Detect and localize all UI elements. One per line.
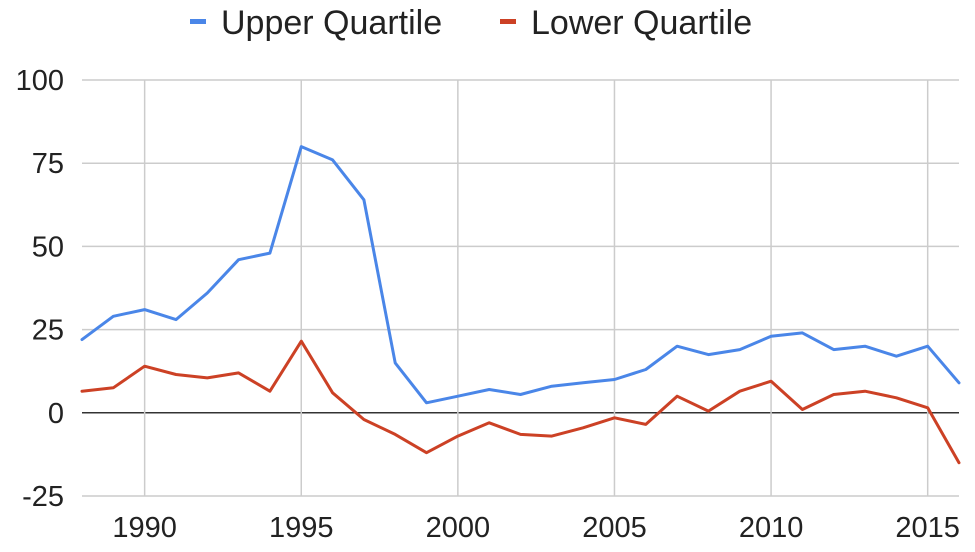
x-tick-label: 2015	[895, 512, 960, 544]
x-tick-label: 2000	[426, 512, 491, 544]
lower-quartile-line	[80, 339, 961, 465]
x-tick-label: 2010	[739, 512, 804, 544]
y-tick-label: -25	[22, 481, 64, 513]
legend-swatch	[500, 19, 516, 24]
y-tick-label: 50	[32, 231, 64, 263]
lower-quartile-series	[80, 339, 961, 465]
legend-label: Lower Quartile	[531, 4, 752, 42]
y-tick-label: 100	[16, 65, 64, 97]
series-lines	[80, 145, 961, 465]
y-tick-label: 0	[48, 398, 64, 430]
upper-quartile-series	[80, 145, 961, 405]
y-tick-label: 25	[32, 315, 64, 347]
legend-label: Upper Quartile	[221, 4, 442, 42]
legend-item-upper-quartile: Upper Quartile	[190, 4, 442, 42]
gridlines	[82, 79, 959, 497]
x-tick-label: 1995	[269, 512, 334, 544]
axis-labels: 100 75 50 25 0 -25 1990 1995 2000 2005 2010 2015	[16, 65, 960, 544]
legend-swatch	[190, 19, 206, 24]
legend: Upper Quartile Lower Quartile	[190, 4, 752, 42]
y-tick-label: 75	[32, 148, 64, 180]
x-tick-label: 1990	[112, 512, 177, 544]
legend-item-lower-quartile: Lower Quartile	[500, 4, 752, 42]
upper-quartile-line	[80, 145, 961, 405]
x-tick-label: 2005	[582, 512, 647, 544]
